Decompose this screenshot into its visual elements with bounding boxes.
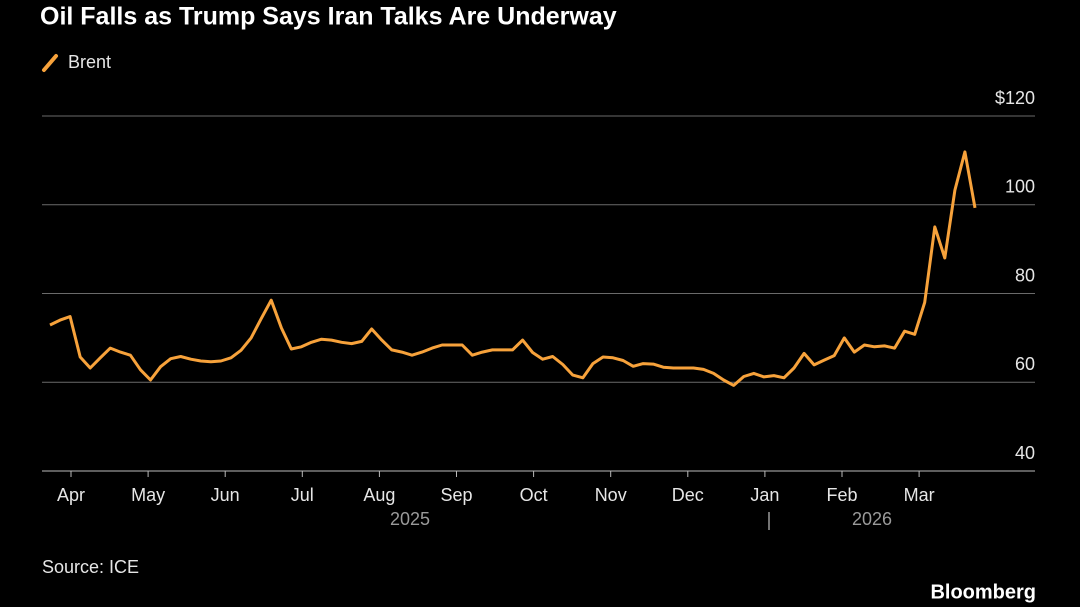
brand: Bloomberg xyxy=(930,581,1036,603)
x-tick-label: May xyxy=(131,485,165,505)
legend-label: Brent xyxy=(68,52,111,72)
y-tick-label: $120 xyxy=(995,88,1035,108)
source-note: Source: ICE xyxy=(42,557,139,577)
x-tick-label: Jun xyxy=(211,485,240,505)
x-tick-label: Oct xyxy=(520,485,548,505)
x-tick-label: Apr xyxy=(57,485,85,505)
y-tick-label: 100 xyxy=(1005,177,1035,197)
y-tick-label: 80 xyxy=(1015,265,1035,285)
y-tick-label: 40 xyxy=(1015,443,1035,463)
x-tick-label: Jan xyxy=(750,485,779,505)
year-label: 2025 xyxy=(390,509,430,529)
x-tick-label: Sep xyxy=(440,485,472,505)
data-line xyxy=(49,150,977,387)
x-tick-label: Nov xyxy=(595,485,627,505)
x-tick-label: Jul xyxy=(291,485,314,505)
year-label: 2026 xyxy=(852,509,892,529)
x-tick-label: Dec xyxy=(672,485,704,505)
chart-title: Oil Falls as Trump Says Iran Talks Are U… xyxy=(40,3,617,31)
x-tick-label: Feb xyxy=(826,485,857,505)
x-tick-label: Mar xyxy=(904,485,935,505)
y-tick-label: 60 xyxy=(1015,354,1035,374)
x-tick-label: Aug xyxy=(363,485,395,505)
legend-swatch xyxy=(42,54,58,72)
